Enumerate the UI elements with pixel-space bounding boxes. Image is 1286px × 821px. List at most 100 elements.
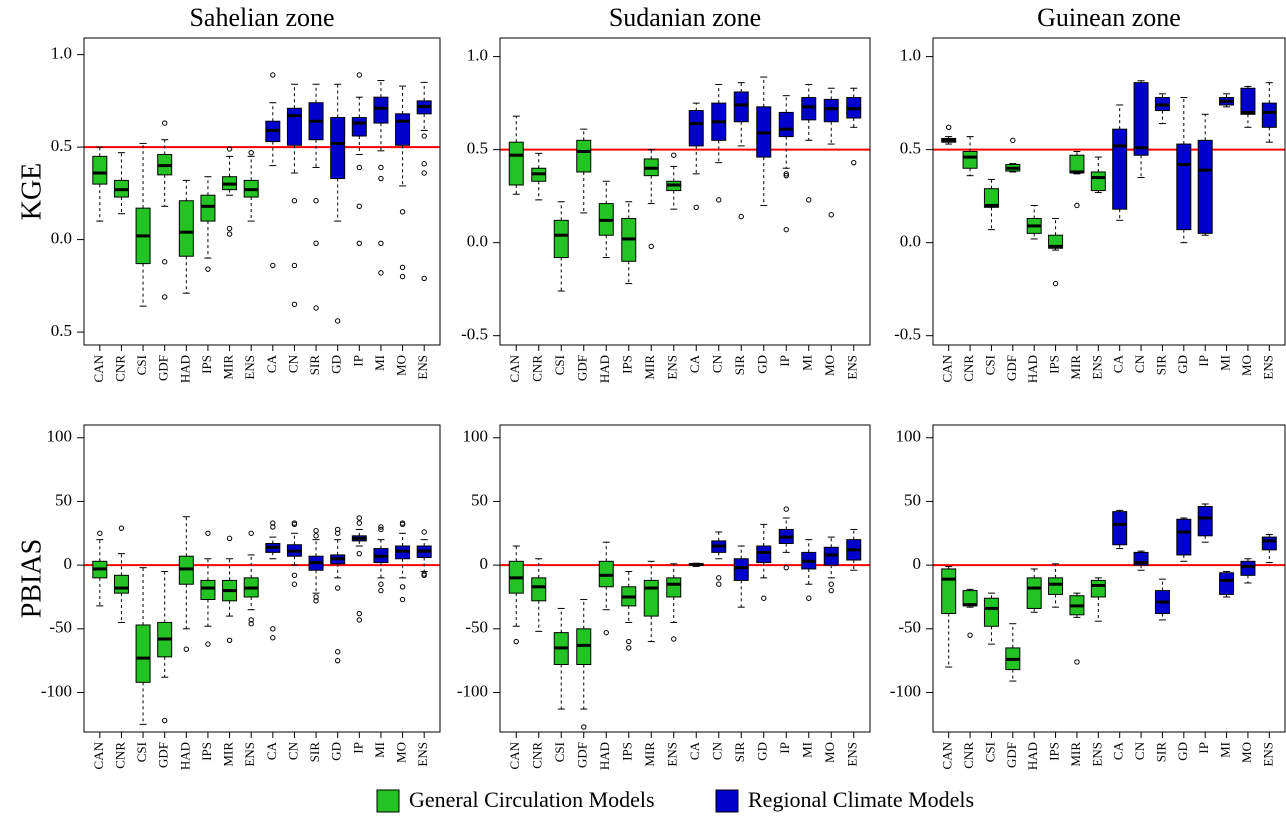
outlier <box>334 530 341 536</box>
outlier <box>356 550 363 557</box>
outlier <box>648 243 654 250</box>
box <box>1026 577 1042 609</box>
outlier <box>97 530 103 536</box>
outlier <box>1010 137 1016 144</box>
outlier <box>226 535 233 542</box>
outlier <box>248 617 254 623</box>
x-tick-label: CNR <box>112 355 127 382</box>
outlier <box>313 598 319 604</box>
box <box>553 219 569 259</box>
y-tick-label: 0.5 <box>900 139 921 158</box>
outlier <box>421 275 427 282</box>
outlier <box>421 161 427 167</box>
x-tick-label: CSI <box>982 355 997 375</box>
outlier <box>1052 280 1059 287</box>
x-tick-label: GDF <box>575 742 590 768</box>
x-tick-label: IP <box>350 742 365 754</box>
x-tick-label: GDF <box>575 355 590 381</box>
x-tick-label: ENS <box>1260 355 1275 380</box>
x-tick-label: CN <box>285 354 300 373</box>
x-tick-label: ENS <box>242 355 257 380</box>
outlier <box>291 572 298 579</box>
box <box>113 574 129 594</box>
outlier <box>118 525 125 531</box>
outlier <box>313 305 319 311</box>
outlier <box>205 530 211 536</box>
y-tick-label: 50 <box>471 490 488 509</box>
x-tick-label: CSI <box>134 742 149 762</box>
outlier <box>183 646 190 652</box>
y-tick-label: 0.5 <box>51 321 72 340</box>
outlier <box>356 617 363 623</box>
outlier <box>378 581 384 587</box>
x-tick-label: CAN <box>91 354 106 382</box>
y-tick-label: 0.0 <box>51 228 72 247</box>
outlier <box>626 645 632 651</box>
outlier <box>313 240 319 246</box>
outlier <box>291 521 298 528</box>
outlier <box>738 213 744 220</box>
box <box>1240 560 1256 576</box>
y-tick-label: -50 <box>49 618 72 637</box>
outlier <box>270 635 276 641</box>
box <box>962 150 978 169</box>
outlier <box>378 587 384 594</box>
outlier <box>291 581 298 587</box>
box <box>1261 102 1277 128</box>
y-tick-label: 50 <box>55 490 72 509</box>
y-tick-label: 100 <box>896 427 922 446</box>
outlier <box>356 72 363 78</box>
outlier <box>783 171 789 177</box>
outlier <box>1074 202 1080 209</box>
outlier <box>421 170 427 176</box>
outlier <box>513 638 519 645</box>
outlier <box>399 273 406 280</box>
legend-label: General Circulation Models <box>409 787 655 812</box>
box <box>983 188 999 208</box>
outlier <box>761 595 767 601</box>
x-tick-label: MO <box>1239 742 1254 763</box>
x-tick-label: HAD <box>1025 742 1040 770</box>
x-tick-label: ENS <box>665 355 680 380</box>
x-tick-label: MO <box>1239 355 1254 376</box>
outlier <box>603 629 609 636</box>
outlier <box>378 175 384 182</box>
x-tick-label: SIR <box>1153 742 1168 763</box>
plot-frame <box>932 424 1286 733</box>
box <box>373 96 389 124</box>
outlier <box>399 596 406 603</box>
x-tick-label: MO <box>822 355 837 376</box>
outlier <box>270 262 276 269</box>
outlier <box>161 120 168 126</box>
y-tick-label: 100 <box>47 427 73 446</box>
outlier <box>851 159 857 166</box>
x-tick-label: MI <box>372 742 387 758</box>
outlier <box>806 595 812 601</box>
x-tick-label: CN <box>710 354 725 373</box>
x-tick-label: CA <box>264 741 279 760</box>
x-tick-label: CNR <box>961 742 976 769</box>
outlier <box>378 164 384 171</box>
outlier <box>226 231 233 237</box>
x-tick-label: ENS <box>1089 355 1104 380</box>
box <box>286 107 302 146</box>
box <box>1240 87 1256 115</box>
box <box>395 113 411 146</box>
outlier <box>356 520 363 526</box>
x-tick-label: CSI <box>552 742 567 762</box>
y-tick-label: -50 <box>465 618 488 637</box>
outlier <box>716 197 722 203</box>
x-tick-label: CN <box>285 741 300 760</box>
y-tick-label: -100 <box>457 681 488 700</box>
outlier <box>421 529 427 535</box>
x-tick-label: IP <box>1196 742 1211 754</box>
x-tick-label: SIR <box>307 355 322 376</box>
x-tick-label: CNR <box>961 355 976 382</box>
y-tick-label: 100 <box>463 427 489 446</box>
x-tick-label: CA <box>264 354 279 373</box>
x-tick-label: MO <box>394 355 409 376</box>
x-tick-label: CAN <box>507 354 522 382</box>
y-axis-label: PBIAS <box>16 539 47 618</box>
x-tick-label: CA <box>1111 741 1126 760</box>
